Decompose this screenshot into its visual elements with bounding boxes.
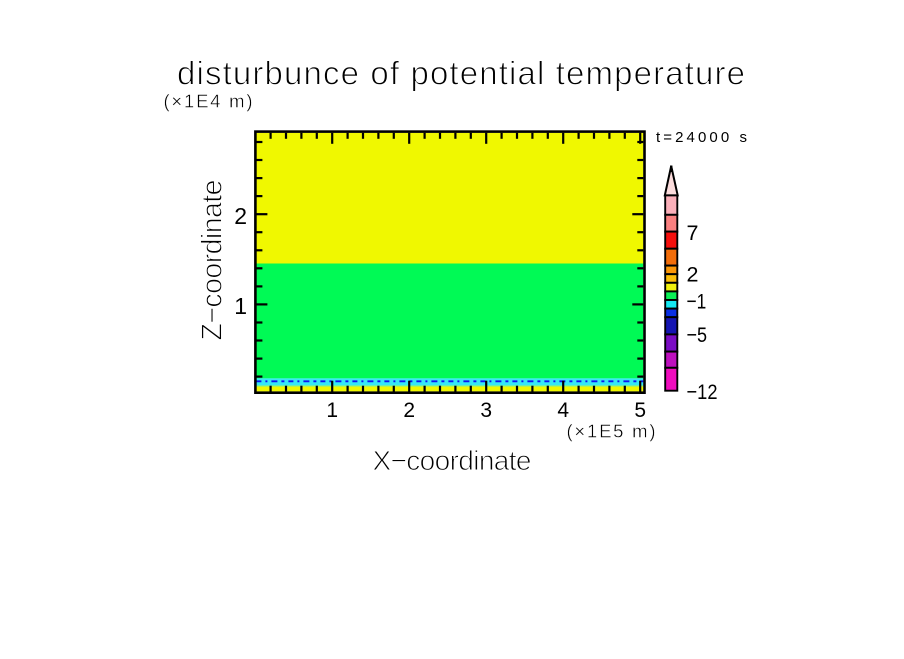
- svg-text:−12: −12: [687, 380, 718, 404]
- svg-text:−1: −1: [687, 289, 707, 313]
- svg-text:3: 3: [480, 399, 492, 422]
- svg-text:X−coordinate: X−coordinate: [373, 445, 532, 476]
- svg-text:t=24000 s: t=24000 s: [656, 129, 747, 146]
- svg-text:1: 1: [326, 399, 338, 422]
- svg-text:5: 5: [634, 399, 646, 422]
- svg-text:disturbunce of potential tempe: disturbunce of potential temperature: [177, 55, 745, 92]
- svg-text:2: 2: [403, 399, 415, 422]
- svg-text:1: 1: [234, 293, 247, 319]
- svg-text:2: 2: [687, 263, 699, 287]
- svg-text:4: 4: [557, 399, 569, 422]
- svg-text:(×1E4 m): (×1E4 m): [164, 90, 253, 111]
- svg-text:(×1E5 m): (×1E5 m): [567, 420, 656, 441]
- svg-text:7: 7: [687, 221, 699, 245]
- svg-text:Z−coordinate: Z−coordinate: [197, 180, 229, 341]
- svg-text:−5: −5: [687, 323, 708, 347]
- svg-text:2: 2: [234, 203, 247, 229]
